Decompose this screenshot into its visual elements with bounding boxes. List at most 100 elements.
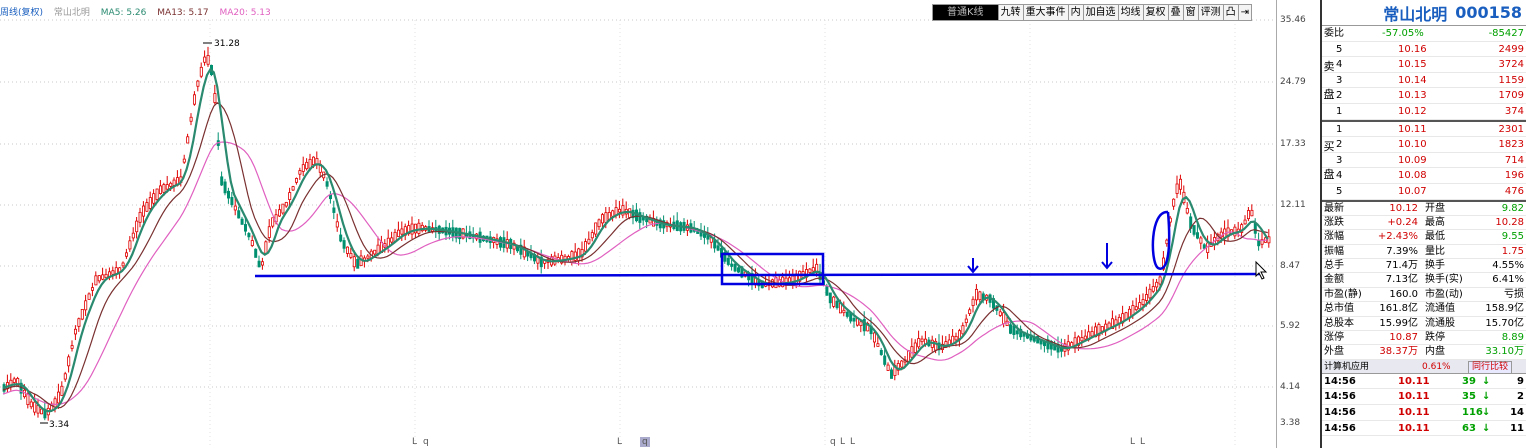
- stat-value: 10.87: [1389, 332, 1418, 344]
- candle-body: [264, 241, 268, 254]
- book-row: 2 10.13 1709: [1322, 88, 1526, 104]
- candle-body: [611, 210, 615, 217]
- stat-value: 160.0: [1389, 288, 1418, 300]
- candle-body: [250, 240, 254, 246]
- stat-row: 涨停 10.87 跌停 8.89: [1322, 331, 1526, 346]
- candle-body: [1145, 294, 1149, 301]
- book-volume: 2499: [1498, 43, 1524, 55]
- book-level: 3: [1336, 74, 1343, 86]
- stat-label: 流通股: [1425, 317, 1455, 329]
- book-volume: 1823: [1498, 139, 1524, 151]
- tick-row: 14:56 10.11 39 ↓ 9: [1322, 374, 1526, 390]
- annotation-arrowhead: [1101, 261, 1113, 270]
- book-volume: 3724: [1498, 59, 1524, 71]
- book-price: 10.15: [1398, 59, 1427, 71]
- price-tick: 3.38: [1280, 418, 1301, 428]
- tick-time: 14:56: [1324, 407, 1356, 419]
- price-tick: 5.92: [1280, 321, 1301, 331]
- toolbar-button-7[interactable]: 叠: [1167, 4, 1184, 21]
- book-price: 10.14: [1398, 74, 1427, 86]
- candle-body: [1267, 236, 1271, 244]
- toolbar-button-11[interactable]: ⇥: [1237, 4, 1252, 21]
- candle-body: [1138, 302, 1142, 310]
- candle-body: [226, 190, 230, 199]
- candle-body: [77, 318, 81, 327]
- stat-label: 总市值: [1324, 303, 1354, 315]
- candle-body: [1192, 225, 1196, 235]
- candle-body: [148, 197, 152, 209]
- candle-body: [220, 176, 224, 186]
- toolbar-button-0[interactable]: 普通K线: [932, 4, 999, 21]
- candle-body: [740, 266, 744, 278]
- bottom-marker: L: [412, 437, 418, 447]
- tick-volume: 63: [1462, 422, 1476, 434]
- toolbar-button-8[interactable]: 窗: [1182, 4, 1199, 21]
- candle-body: [29, 401, 33, 408]
- weibi-row: 委比 -57.05% -85427: [1322, 26, 1526, 42]
- candle-body: [1012, 325, 1016, 335]
- sector-row: 计算机应用 0.61% 同行比较: [1322, 359, 1526, 374]
- candle-body: [104, 273, 108, 279]
- peer-compare-button[interactable]: 同行比较: [1468, 360, 1513, 374]
- candle-body: [33, 401, 37, 413]
- candle-body: [396, 229, 400, 237]
- candle-body: [1077, 336, 1081, 346]
- candle-body: [594, 222, 598, 235]
- candle-body: [155, 188, 159, 200]
- candle-body: [798, 270, 802, 282]
- candle-body: [366, 255, 370, 259]
- bottom-marker: L: [840, 437, 846, 447]
- bottom-marker: L: [617, 437, 623, 447]
- book-level: 1: [1336, 105, 1343, 117]
- toolbar-button-3[interactable]: 内: [1067, 4, 1084, 21]
- sector-pct: 0.61%: [1422, 361, 1451, 372]
- candle-body: [1009, 324, 1013, 334]
- toolbar-button-9[interactable]: 评测: [1197, 4, 1224, 21]
- candle-body: [1179, 178, 1183, 190]
- weibi-label: 委比: [1324, 28, 1344, 39]
- candle-body: [213, 93, 217, 103]
- candle-body: [1002, 312, 1006, 324]
- kline-plot[interactable]: 31.28 3.34: [0, 0, 1276, 448]
- bottom-marker: L: [1130, 437, 1136, 447]
- stat-value: 8.89: [1501, 332, 1524, 344]
- kline-chart[interactable]: 31.28 3.34 周线(复权) 常山北明 MA5: 5.26 MA13: 5.…: [0, 0, 1320, 448]
- weibi-val: -85427: [1488, 28, 1524, 39]
- stat-row: 振幅 7.39% 量比 1.75: [1322, 245, 1526, 260]
- toolbar-button-10[interactable]: 凸: [1222, 4, 1239, 21]
- stat-row: 市盈(静) 160.0 市盈(动) 亏损: [1322, 288, 1526, 303]
- price-tick: 12.11: [1280, 200, 1306, 210]
- candle-body: [74, 328, 78, 335]
- candle-body: [305, 161, 309, 170]
- toolbar-button-1[interactable]: 九转: [997, 4, 1024, 21]
- toolbar-button-6[interactable]: 复权: [1142, 4, 1169, 21]
- book-level: 5: [1336, 43, 1343, 55]
- toolbar-button-5[interactable]: 均线: [1117, 4, 1144, 21]
- tick-volume: 116: [1462, 407, 1483, 419]
- sector-label: 计算机应用: [1324, 361, 1370, 372]
- candle-body: [352, 256, 356, 268]
- ma-line: [2, 141, 1268, 405]
- book-level: 3: [1336, 154, 1343, 166]
- book-level: 5: [1336, 185, 1343, 197]
- tick-volume: 35: [1462, 391, 1476, 403]
- candle-body: [356, 258, 360, 269]
- toolbar-button-2[interactable]: 重大事件: [1022, 4, 1069, 21]
- candle-body: [886, 364, 890, 371]
- candle-body: [587, 238, 591, 244]
- stat-value: 33.10万: [1485, 346, 1524, 358]
- quote-panel: 常山北明 000158 委比 -57.05% -85427 5 10.16 2499…: [1320, 0, 1526, 448]
- candle-body: [373, 249, 377, 255]
- stat-value: 10.12: [1389, 202, 1418, 214]
- candle-body: [1141, 299, 1145, 305]
- book-price: 10.09: [1398, 154, 1427, 166]
- candle-body: [726, 257, 730, 265]
- candle-body: [349, 252, 353, 258]
- tick-price: 10.11: [1398, 422, 1430, 434]
- price-tick: 17.33: [1280, 139, 1306, 149]
- toolbar-button-4[interactable]: 加自选: [1082, 4, 1119, 21]
- buy-book: 1 10.11 2301 2 10.10 1823 3 10.09 714 4 10.08 196 5 1…: [1322, 122, 1526, 202]
- candle-body: [638, 212, 642, 223]
- candle-body: [111, 270, 115, 275]
- book-price: 10.11: [1398, 123, 1427, 135]
